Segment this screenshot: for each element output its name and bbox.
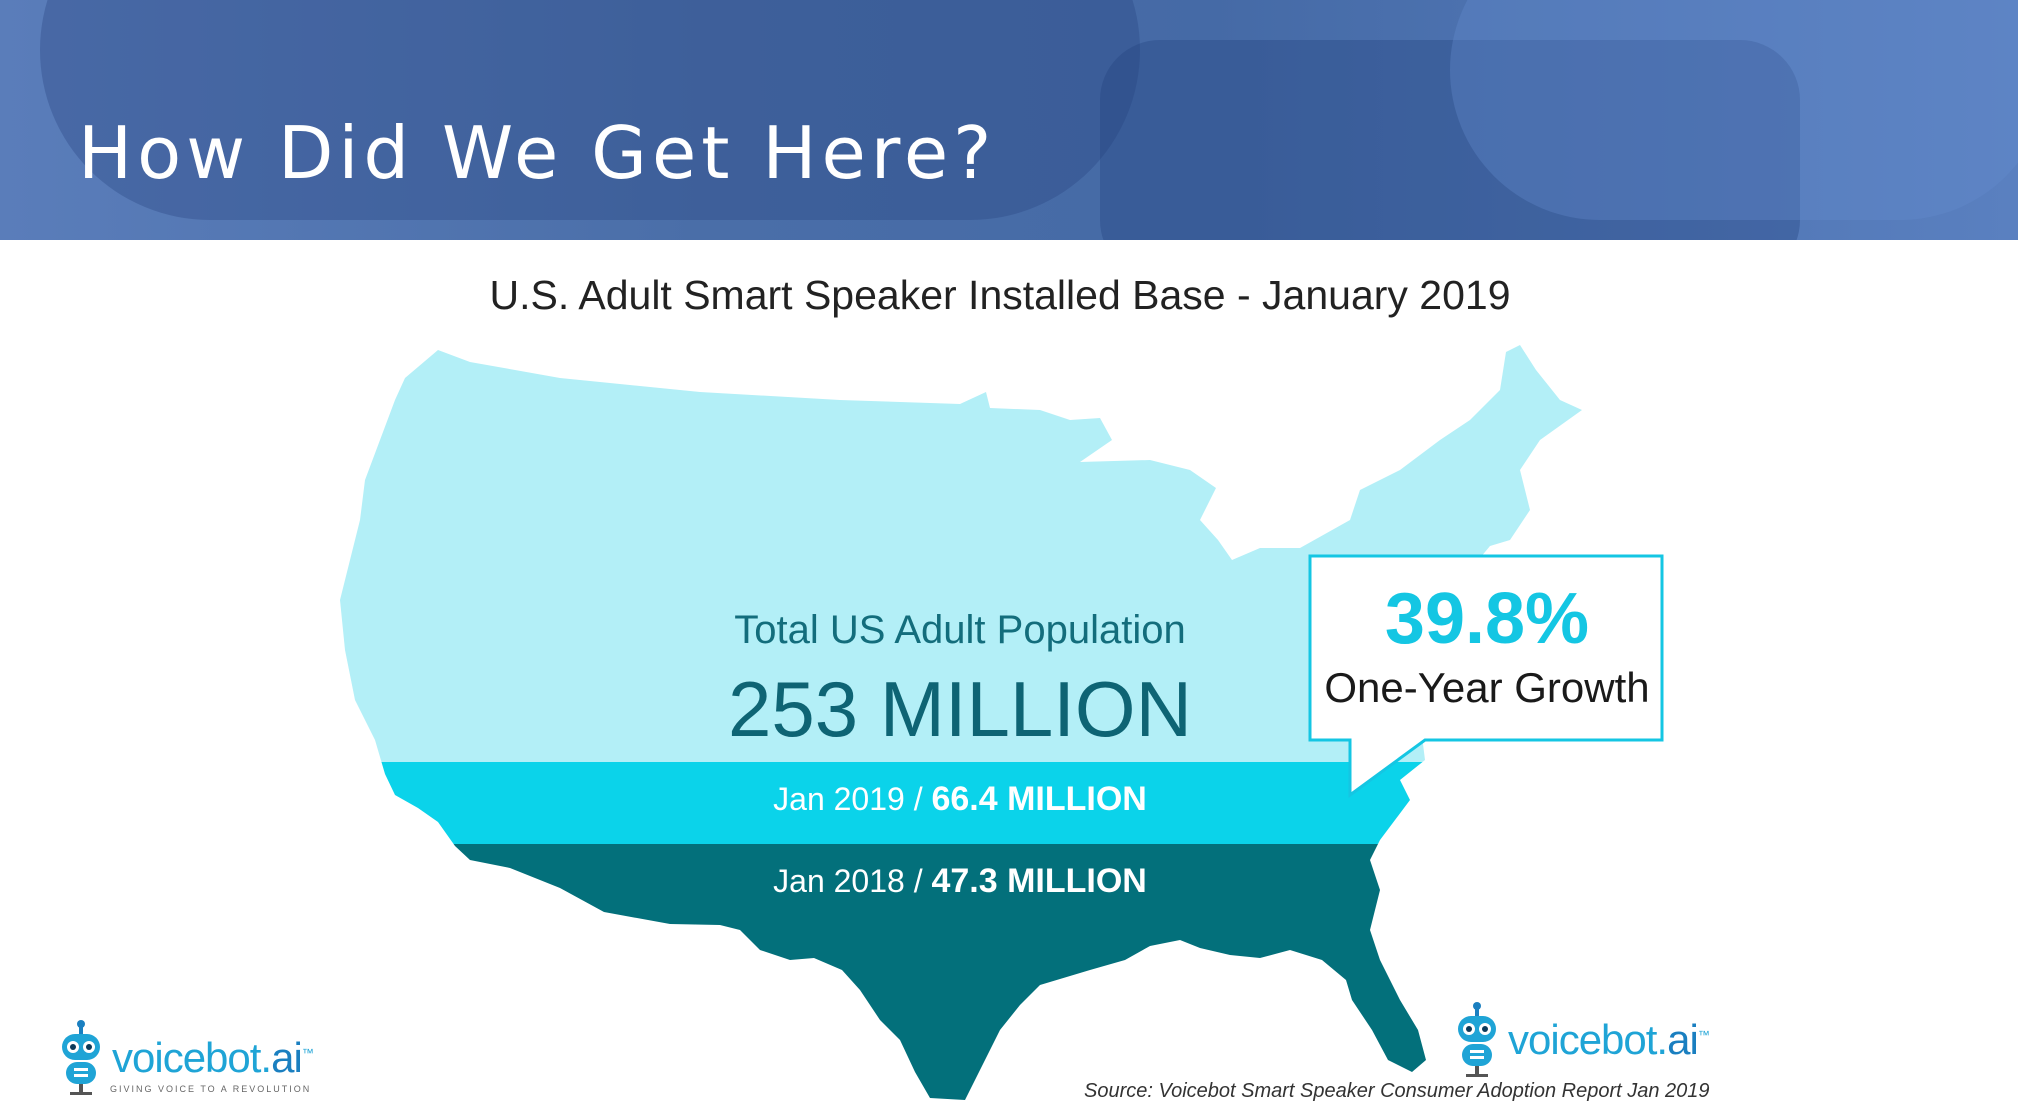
jan-2019-label: Jan 2019 / 66.4 MILLION	[640, 780, 1280, 819]
slide-title: How Did We Get Here?	[78, 111, 997, 195]
brand-ai: ai	[271, 1034, 303, 1081]
brand-tagline: GIVING VOICE TO A REVOLUTION	[110, 1084, 312, 1094]
brand-main: voicebot.	[112, 1034, 272, 1081]
robot-microphone-icon	[1458, 1002, 1496, 1077]
jan-2018-label: Jan 2018 / 47.3 MILLION	[640, 862, 1280, 901]
jan-2019-value: 66.4 MILLION	[931, 780, 1147, 818]
growth-callout-box	[1308, 554, 1664, 798]
trademark-symbol: ™	[1697, 1028, 1710, 1042]
slide-header: How Did We Get Here?	[0, 0, 2018, 240]
brand-ai: ai	[1667, 1016, 1699, 1063]
jan-2018-value: 47.3 MILLION	[931, 862, 1147, 900]
robot-microphone-icon	[62, 1020, 100, 1095]
header-background-shape	[1100, 40, 1800, 240]
voicebot-wordmark: voicebot.ai™	[112, 1034, 314, 1082]
jan-2019-prefix: Jan 2019 /	[773, 781, 932, 817]
header-background-shape	[1450, 0, 2018, 220]
jan-2018-prefix: Jan 2018 /	[773, 863, 932, 899]
growth-label: One-Year Growth	[1324, 664, 1650, 711]
population-label: Total US Adult Population	[734, 608, 1186, 652]
population-value: 253 MILLION	[728, 665, 1192, 753]
voicebot-logo-slide: voicebot.ai™ GIVING VOICE TO A REVOLUTIO…	[56, 1018, 314, 1098]
growth-value: 39.8%	[1384, 579, 1590, 659]
brand-main: voicebot.	[1508, 1016, 1668, 1063]
trademark-symbol: ™	[301, 1046, 314, 1060]
source-note: Source: Voicebot Smart Speaker Consumer …	[1084, 1080, 1710, 1102]
header-background-shape	[40, 0, 1140, 220]
voicebot-logo-infographic: voicebot.ai™	[1452, 1000, 1710, 1080]
voicebot-wordmark: voicebot.ai™	[1508, 1016, 1710, 1064]
infographic-title: U.S. Adult Smart Speaker Installed Base …	[489, 272, 1511, 318]
